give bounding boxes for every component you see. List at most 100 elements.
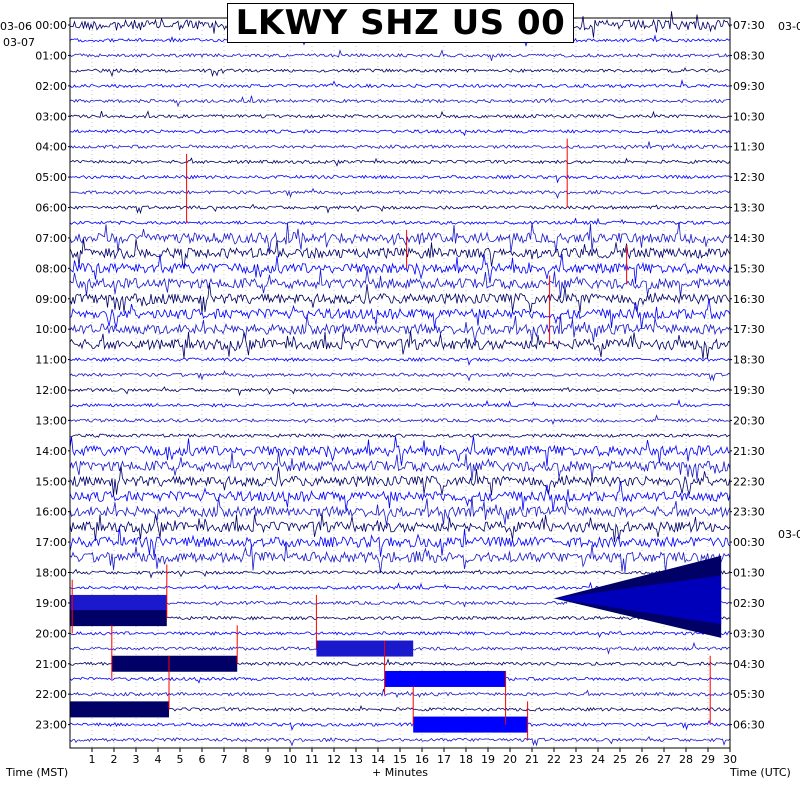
left-hour-label: 20:00: [35, 627, 67, 640]
x-tick-label-30: 30: [723, 753, 737, 766]
trace-row-36: [69, 568, 731, 579]
saturated-block-6: [413, 716, 528, 733]
x-tick-label-28: 28: [679, 753, 693, 766]
right-hour-label: 00:30: [733, 536, 765, 549]
left-hour-label: 10:00: [35, 323, 67, 336]
right-hour-label: 04:30: [733, 658, 765, 671]
right-hour-label: 12:30: [733, 171, 765, 184]
left-date-top: 03-06: [0, 20, 32, 33]
right-hour-label: 10:30: [733, 110, 765, 123]
x-tick-label-23: 23: [569, 753, 583, 766]
right-hour-label: 20:30: [733, 414, 765, 427]
left-hour-label: 08:00: [35, 262, 67, 275]
trace-row-30: [69, 465, 731, 496]
trace-row-34: [69, 526, 731, 557]
trace-row-45: [69, 704, 731, 715]
trace-row-27: [69, 433, 731, 439]
x-tick-label-21: 21: [525, 753, 539, 766]
left-hour-label: 16:00: [35, 506, 67, 519]
trace-row-10: [69, 174, 731, 184]
minute-grid: [91, 18, 709, 748]
saturated-block-2: [316, 640, 414, 657]
trace-row-40: [69, 631, 730, 639]
trace-row-3: [69, 67, 731, 78]
x-tick-label-8: 8: [243, 753, 250, 766]
x-tick-label-11: 11: [305, 753, 319, 766]
left-hour-label: 07:00: [35, 232, 67, 245]
x-tick-label-25: 25: [613, 753, 627, 766]
left-hour-label: 15:00: [35, 475, 67, 488]
trace-row-35: [69, 542, 731, 574]
right-hour-label: 09:30: [733, 80, 765, 93]
x-tick-label-12: 12: [327, 753, 341, 766]
trace-row-24: [69, 386, 731, 397]
left-hour-label: 14:00: [35, 445, 67, 458]
x-tick-label-20: 20: [503, 753, 517, 766]
saturated-block-0: [70, 594, 167, 611]
x-tick-label-2: 2: [111, 753, 118, 766]
x-tick-label-29: 29: [701, 753, 715, 766]
trace-row-23: [69, 370, 731, 382]
trace-row-16: [69, 253, 731, 284]
x-axis-ticks: 1 2 3 4 5 6 7 8 9 10 11 12 13 14 15 16 17 18 19 20 21 22 23 24 2…: [89, 748, 737, 766]
x-tick-label-24: 24: [591, 753, 605, 766]
x-tick-label-4: 4: [155, 753, 162, 766]
left-hour-label: 05:00: [35, 171, 67, 184]
right-hour-label: 07:30: [733, 19, 765, 32]
trace-row-9: [69, 157, 731, 167]
trace-row-32: [69, 496, 731, 526]
trace-row-17: [69, 268, 731, 298]
trace-row-14: [69, 221, 731, 253]
right-hour-label: 13:30: [733, 202, 765, 215]
saturated-block-3: [111, 655, 238, 672]
trace-row-6: [69, 110, 731, 119]
right-hour-label: 02:30: [733, 597, 765, 610]
trace-row-47: [69, 736, 731, 747]
right-hour-label: 14:30: [733, 232, 765, 245]
tremor-wedge-blue: [554, 575, 722, 625]
trigger-marks: [71, 138, 711, 740]
left-hour-label: 22:00: [35, 688, 67, 701]
trace-row-4: [69, 79, 730, 89]
right-hour-label: 03:30: [733, 627, 765, 640]
trace-row-33: [69, 512, 731, 543]
trace-row-13: [69, 217, 731, 226]
trace-row-5: [69, 95, 731, 108]
left-axis-label: Time (MST): [6, 766, 69, 779]
trace-row-18: [69, 283, 731, 314]
trace-row-8: [69, 141, 731, 151]
trace-row-25: [69, 399, 731, 408]
x-tick-label-3: 3: [133, 753, 140, 766]
right-hour-label: 21:30: [733, 445, 765, 458]
left-hour-label: 23:00: [35, 719, 67, 732]
right-hour-label: 11:30: [733, 141, 765, 154]
right-hour-label: 15:30: [733, 262, 765, 275]
trace-row-26: [69, 414, 731, 426]
trace-row-22: [69, 357, 731, 367]
right-hour-label: 19:30: [733, 384, 765, 397]
right-hour-label: 17:30: [733, 323, 765, 336]
left-hour-label: 17:00: [35, 536, 67, 549]
saturated-block-4: [384, 670, 506, 687]
x-tick-label-9: 9: [265, 753, 272, 766]
right-hour-label: 01:30: [733, 567, 765, 580]
right-date-mid: 03-07: [778, 528, 800, 541]
right-hour-label: 22:30: [733, 475, 765, 488]
x-tick-label-5: 5: [177, 753, 184, 766]
x-tick-label-26: 26: [635, 753, 649, 766]
trace-row-7: [69, 129, 731, 137]
left-hour-label: 03:00: [35, 110, 67, 123]
left-hour-labels: 00:00 01:00 02:00 03:00 04:00 05:00 06:00 07:00…: [35, 19, 70, 732]
left-hour-label: 18:00: [35, 567, 67, 580]
x-tick-label-18: 18: [459, 753, 473, 766]
right-hour-label: 08:30: [733, 49, 765, 62]
trace-row-31: [69, 480, 731, 512]
x-tick-label-16: 16: [415, 753, 429, 766]
trace-row-15: [69, 238, 731, 270]
trace-row-11: [69, 187, 731, 199]
trace-row-44: [69, 688, 731, 699]
right-hour-labels: 07:30 08:30 09:30 10:30 11:30 12:30 13:30 14:30…: [730, 19, 765, 732]
saturated-block-1: [70, 610, 167, 627]
left-hour-label: 13:00: [35, 414, 67, 427]
